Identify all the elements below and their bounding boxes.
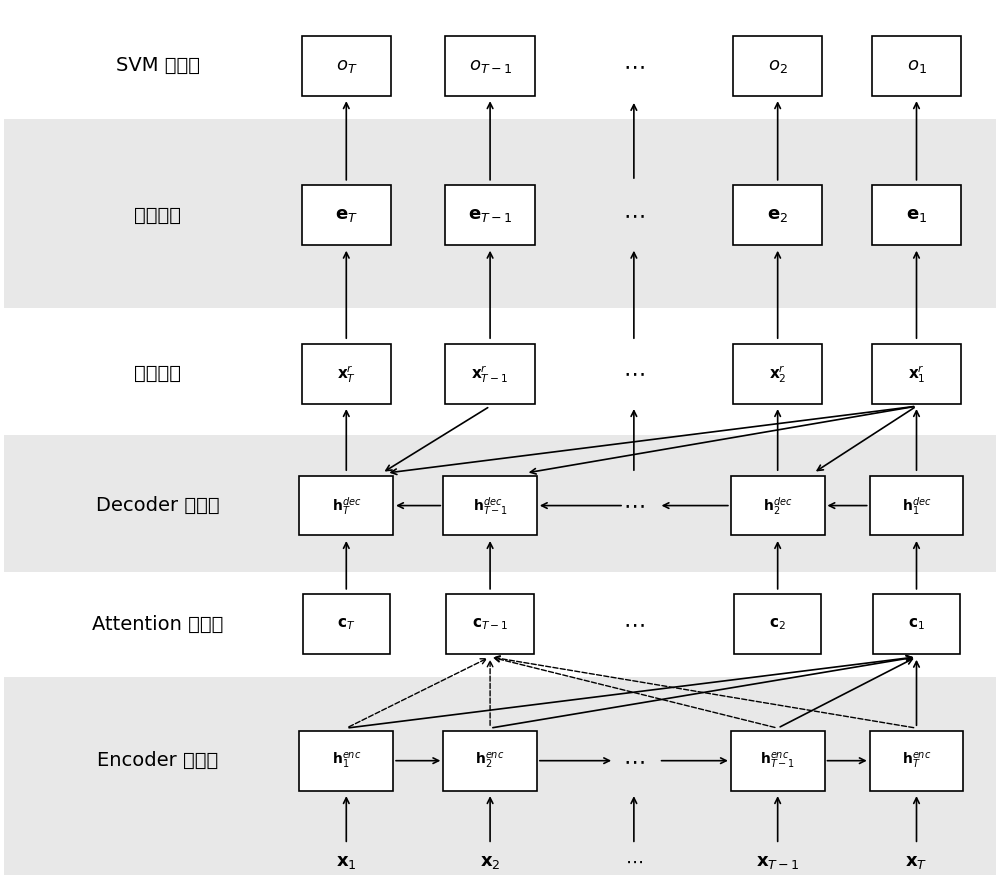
Text: $\mathbf{h}^{dec}_1$: $\mathbf{h}^{dec}_1$ [902,495,931,517]
Text: $o_2$: $o_2$ [768,57,788,75]
Text: $\mathbf{x}_{T-1}$: $\mathbf{x}_{T-1}$ [756,852,800,871]
FancyBboxPatch shape [302,344,391,403]
Text: $\mathbf{c}_1$: $\mathbf{c}_1$ [908,616,925,632]
Text: $\mathbf{x}_T$: $\mathbf{x}_T$ [905,852,928,871]
Text: $\mathbf{c}_2$: $\mathbf{c}_2$ [769,616,786,632]
Text: $\mathbf{c}_{T-1}$: $\mathbf{c}_{T-1}$ [472,616,508,632]
Text: $\mathbf{e}_1$: $\mathbf{e}_1$ [906,206,927,225]
FancyBboxPatch shape [302,186,391,245]
FancyBboxPatch shape [872,344,961,403]
FancyBboxPatch shape [872,186,961,245]
FancyBboxPatch shape [872,36,961,96]
FancyBboxPatch shape [870,476,963,535]
Text: $\mathbf{x}^r_1$: $\mathbf{x}^r_1$ [908,362,925,385]
Text: $\cdots$: $\cdots$ [623,614,645,634]
FancyBboxPatch shape [446,594,534,654]
Text: $o_1$: $o_1$ [907,57,926,75]
Text: Decoder 解码器: Decoder 解码器 [96,496,220,515]
Text: $o_{T-1}$: $o_{T-1}$ [469,57,512,75]
Text: $\mathbf{x}^r_T$: $\mathbf{x}^r_T$ [337,362,356,385]
Text: Encoder 编码器: Encoder 编码器 [97,751,218,770]
Bar [4,435,996,572]
Text: $\mathbf{x}_2$: $\mathbf{x}_2$ [480,852,500,871]
Text: SVM 分类器: SVM 分类器 [116,56,200,75]
Text: $o_T$: $o_T$ [336,57,357,75]
Text: $\mathbf{h}^{dec}_{T-1}$: $\mathbf{h}^{dec}_{T-1}$ [473,495,508,517]
Text: $\mathbf{x}^r_2$: $\mathbf{x}^r_2$ [769,362,786,385]
FancyBboxPatch shape [302,36,391,96]
Text: $\cdots$: $\cdots$ [623,496,645,516]
Text: $\cdots$: $\cdots$ [623,750,645,771]
FancyBboxPatch shape [733,36,822,96]
Text: $\mathbf{c}_T$: $\mathbf{c}_T$ [337,616,355,632]
Text: $\mathbf{h}^{enc}_2$: $\mathbf{h}^{enc}_2$ [475,750,505,771]
Text: $\mathbf{h}^{enc}_T$: $\mathbf{h}^{enc}_T$ [902,750,931,771]
FancyBboxPatch shape [303,594,390,654]
FancyBboxPatch shape [443,731,537,790]
Text: $\cdots$: $\cdots$ [623,56,645,75]
Text: $\cdots$: $\cdots$ [625,852,643,871]
FancyBboxPatch shape [870,731,963,790]
Text: $\cdots$: $\cdots$ [623,205,645,226]
Text: $\mathbf{h}^{dec}_2$: $\mathbf{h}^{dec}_2$ [763,495,792,517]
Text: $\mathbf{x}_1$: $\mathbf{x}_1$ [336,852,357,871]
FancyBboxPatch shape [731,476,825,535]
Bar [4,118,996,307]
Text: $\mathbf{h}^{dec}_T$: $\mathbf{h}^{dec}_T$ [332,495,361,517]
FancyBboxPatch shape [299,731,393,790]
FancyBboxPatch shape [734,594,821,654]
FancyBboxPatch shape [443,476,537,535]
Bar [4,678,996,875]
FancyBboxPatch shape [733,186,822,245]
Text: $\cdots$: $\cdots$ [623,363,645,384]
Text: 序列重构: 序列重构 [134,364,181,383]
Text: $\mathbf{e}_T$: $\mathbf{e}_T$ [335,206,358,225]
Text: $\mathbf{h}^{enc}_1$: $\mathbf{h}^{enc}_1$ [332,750,361,771]
Text: $\mathbf{h}^{enc}_{T-1}$: $\mathbf{h}^{enc}_{T-1}$ [760,750,795,771]
FancyBboxPatch shape [299,476,393,535]
FancyBboxPatch shape [445,186,535,245]
FancyBboxPatch shape [873,594,960,654]
Text: $\mathbf{e}_2$: $\mathbf{e}_2$ [767,206,788,225]
FancyBboxPatch shape [733,344,822,403]
Text: Attention 注意力: Attention 注意力 [92,614,224,634]
Text: $\mathbf{e}_{T-1}$: $\mathbf{e}_{T-1}$ [468,206,512,225]
FancyBboxPatch shape [445,344,535,403]
Text: $\mathbf{x}^r_{T-1}$: $\mathbf{x}^r_{T-1}$ [471,362,509,385]
FancyBboxPatch shape [445,36,535,96]
Text: 重构误差: 重构误差 [134,206,181,225]
FancyBboxPatch shape [731,731,825,790]
